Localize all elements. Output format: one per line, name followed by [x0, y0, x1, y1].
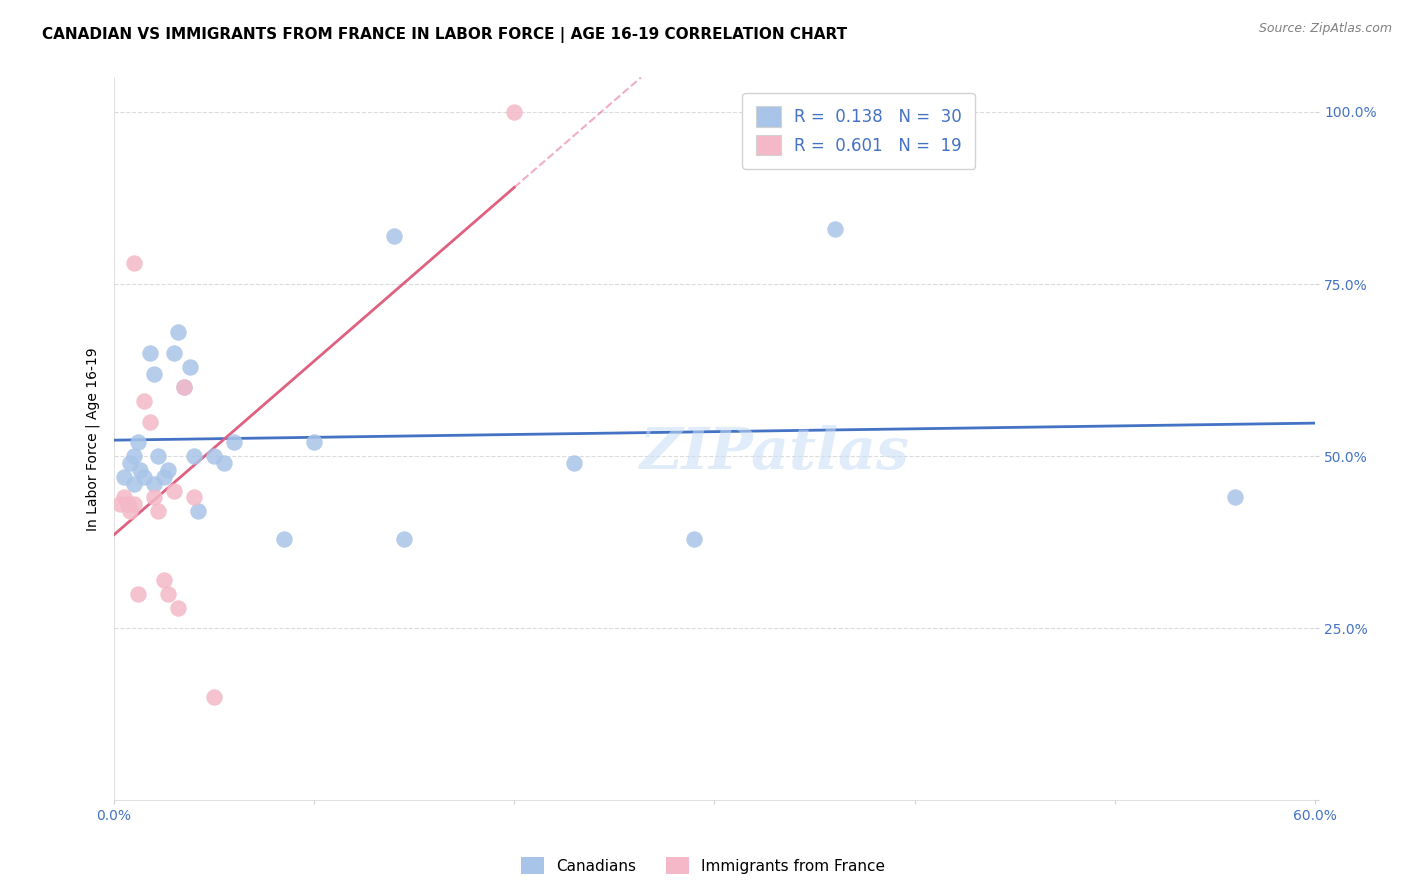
Text: Source: ZipAtlas.com: Source: ZipAtlas.com [1258, 22, 1392, 36]
Point [202, 690, 225, 705]
Point [122, 449, 145, 463]
Point [132, 470, 155, 484]
Point [183, 449, 205, 463]
Point [118, 504, 141, 518]
Point [392, 532, 415, 546]
Text: ZIPatlas: ZIPatlas [640, 425, 910, 482]
Point [127, 435, 149, 450]
Legend: R =  0.138   N =  30, R =  0.601   N =  19: R = 0.138 N = 30, R = 0.601 N = 19 [742, 93, 974, 169]
Point [138, 415, 160, 429]
Point [112, 491, 135, 505]
Point [222, 435, 245, 450]
Point [142, 476, 165, 491]
Point [108, 497, 131, 511]
Point [503, 104, 526, 119]
Point [142, 491, 165, 505]
Point [132, 394, 155, 409]
Point [183, 491, 205, 505]
Point [122, 256, 145, 270]
Point [156, 587, 179, 601]
Point [173, 380, 195, 394]
Point [683, 532, 706, 546]
Point [163, 346, 186, 360]
Point [156, 463, 179, 477]
Point [117, 497, 139, 511]
Point [824, 222, 846, 236]
Point [146, 504, 169, 518]
Point [163, 483, 186, 498]
Point [142, 367, 165, 381]
Point [562, 456, 585, 470]
Point [1225, 491, 1247, 505]
Point [152, 573, 174, 587]
Point [166, 325, 188, 339]
Point [212, 456, 235, 470]
Point [128, 463, 150, 477]
Legend: Canadians, Immigrants from France: Canadians, Immigrants from France [515, 851, 891, 880]
Point [382, 228, 405, 243]
Point [179, 359, 201, 374]
Point [202, 449, 225, 463]
Point [146, 449, 169, 463]
Point [173, 380, 195, 394]
Point [112, 470, 135, 484]
Point [138, 346, 160, 360]
Point [122, 476, 145, 491]
Y-axis label: In Labor Force | Age 16-19: In Labor Force | Age 16-19 [86, 347, 100, 531]
Point [166, 600, 188, 615]
Point [122, 497, 145, 511]
Point [187, 504, 209, 518]
Point [273, 532, 295, 546]
Text: CANADIAN VS IMMIGRANTS FROM FRANCE IN LABOR FORCE | AGE 16-19 CORRELATION CHART: CANADIAN VS IMMIGRANTS FROM FRANCE IN LA… [42, 27, 848, 43]
Point [152, 470, 174, 484]
Point [118, 456, 141, 470]
Point [302, 435, 325, 450]
Point [127, 587, 149, 601]
